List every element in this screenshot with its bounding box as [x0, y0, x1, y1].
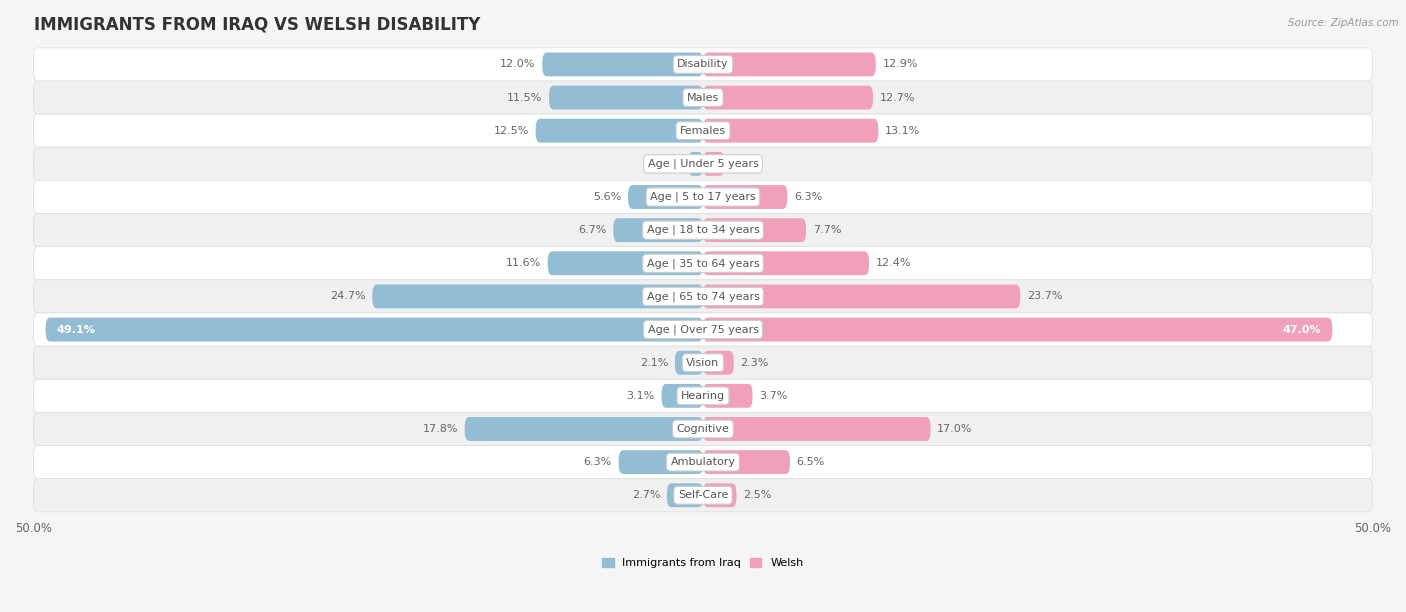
FancyBboxPatch shape: [34, 280, 1372, 313]
FancyBboxPatch shape: [613, 218, 703, 242]
Text: 2.5%: 2.5%: [744, 490, 772, 500]
Text: 6.5%: 6.5%: [797, 457, 825, 467]
Text: Age | 35 to 64 years: Age | 35 to 64 years: [647, 258, 759, 269]
Text: Age | Under 5 years: Age | Under 5 years: [648, 159, 758, 169]
FancyBboxPatch shape: [675, 351, 703, 375]
Text: 7.7%: 7.7%: [813, 225, 841, 235]
Text: 17.0%: 17.0%: [938, 424, 973, 434]
FancyBboxPatch shape: [703, 450, 790, 474]
FancyBboxPatch shape: [703, 152, 724, 176]
FancyBboxPatch shape: [34, 346, 1372, 379]
Text: Females: Females: [681, 125, 725, 136]
Text: Age | 18 to 34 years: Age | 18 to 34 years: [647, 225, 759, 236]
Text: 49.1%: 49.1%: [56, 324, 96, 335]
Text: 3.7%: 3.7%: [759, 391, 787, 401]
FancyBboxPatch shape: [34, 147, 1372, 181]
FancyBboxPatch shape: [34, 412, 1372, 446]
Text: 13.1%: 13.1%: [886, 125, 921, 136]
Text: 6.3%: 6.3%: [794, 192, 823, 202]
Text: 6.3%: 6.3%: [583, 457, 612, 467]
Text: 12.4%: 12.4%: [876, 258, 911, 268]
Text: Source: ZipAtlas.com: Source: ZipAtlas.com: [1288, 18, 1399, 28]
Text: 11.6%: 11.6%: [506, 258, 541, 268]
Text: 2.3%: 2.3%: [741, 357, 769, 368]
FancyBboxPatch shape: [703, 351, 734, 375]
FancyBboxPatch shape: [373, 285, 703, 308]
Text: Age | Over 75 years: Age | Over 75 years: [648, 324, 758, 335]
Text: 12.5%: 12.5%: [494, 125, 529, 136]
Text: 3.1%: 3.1%: [627, 391, 655, 401]
FancyBboxPatch shape: [543, 53, 703, 76]
Text: 1.1%: 1.1%: [654, 159, 682, 169]
Text: IMMIGRANTS FROM IRAQ VS WELSH DISABILITY: IMMIGRANTS FROM IRAQ VS WELSH DISABILITY: [34, 15, 479, 33]
FancyBboxPatch shape: [703, 483, 737, 507]
Text: Males: Males: [688, 92, 718, 103]
Text: Ambulatory: Ambulatory: [671, 457, 735, 467]
Text: 11.5%: 11.5%: [508, 92, 543, 103]
FancyBboxPatch shape: [536, 119, 703, 143]
Text: Cognitive: Cognitive: [676, 424, 730, 434]
FancyBboxPatch shape: [34, 479, 1372, 512]
Text: 5.6%: 5.6%: [593, 192, 621, 202]
Text: 2.7%: 2.7%: [631, 490, 661, 500]
FancyBboxPatch shape: [703, 318, 1333, 341]
FancyBboxPatch shape: [45, 318, 703, 341]
FancyBboxPatch shape: [628, 185, 703, 209]
FancyBboxPatch shape: [34, 114, 1372, 147]
FancyBboxPatch shape: [689, 152, 703, 176]
Text: 23.7%: 23.7%: [1026, 291, 1063, 302]
FancyBboxPatch shape: [34, 81, 1372, 114]
Text: Vision: Vision: [686, 357, 720, 368]
Text: 1.6%: 1.6%: [731, 159, 759, 169]
Text: 6.7%: 6.7%: [578, 225, 606, 235]
Text: Self-Care: Self-Care: [678, 490, 728, 500]
Text: 17.8%: 17.8%: [422, 424, 458, 434]
FancyBboxPatch shape: [464, 417, 703, 441]
FancyBboxPatch shape: [34, 379, 1372, 412]
FancyBboxPatch shape: [666, 483, 703, 507]
FancyBboxPatch shape: [703, 285, 1021, 308]
FancyBboxPatch shape: [34, 181, 1372, 214]
FancyBboxPatch shape: [34, 247, 1372, 280]
FancyBboxPatch shape: [34, 446, 1372, 479]
FancyBboxPatch shape: [34, 214, 1372, 247]
Text: Age | 65 to 74 years: Age | 65 to 74 years: [647, 291, 759, 302]
FancyBboxPatch shape: [703, 384, 752, 408]
FancyBboxPatch shape: [703, 119, 879, 143]
FancyBboxPatch shape: [703, 218, 806, 242]
FancyBboxPatch shape: [661, 384, 703, 408]
Text: Age | 5 to 17 years: Age | 5 to 17 years: [650, 192, 756, 202]
FancyBboxPatch shape: [548, 86, 703, 110]
Text: Hearing: Hearing: [681, 391, 725, 401]
FancyBboxPatch shape: [703, 252, 869, 275]
Legend: Immigrants from Iraq, Welsh: Immigrants from Iraq, Welsh: [598, 553, 808, 573]
Text: 47.0%: 47.0%: [1284, 324, 1322, 335]
Text: 2.1%: 2.1%: [640, 357, 668, 368]
FancyBboxPatch shape: [703, 86, 873, 110]
FancyBboxPatch shape: [703, 53, 876, 76]
Text: Disability: Disability: [678, 59, 728, 69]
FancyBboxPatch shape: [34, 48, 1372, 81]
FancyBboxPatch shape: [619, 450, 703, 474]
FancyBboxPatch shape: [34, 313, 1372, 346]
FancyBboxPatch shape: [703, 185, 787, 209]
Text: 12.9%: 12.9%: [883, 59, 918, 69]
FancyBboxPatch shape: [703, 417, 931, 441]
Text: 12.0%: 12.0%: [501, 59, 536, 69]
FancyBboxPatch shape: [548, 252, 703, 275]
Text: 24.7%: 24.7%: [330, 291, 366, 302]
Text: 12.7%: 12.7%: [880, 92, 915, 103]
